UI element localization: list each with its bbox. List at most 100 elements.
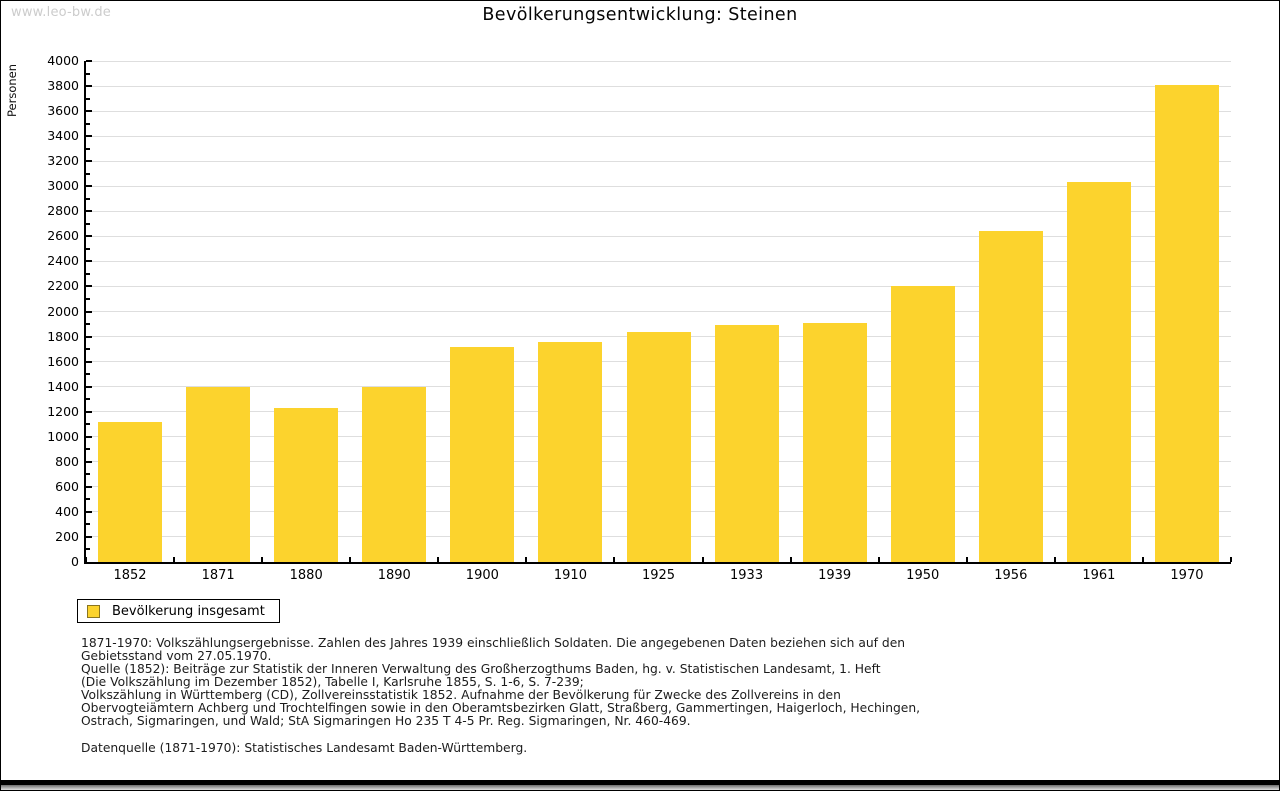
bar-1939: [802, 323, 867, 562]
y-minor-tick: [86, 297, 90, 300]
x-tick-label-1933: 1933: [730, 568, 764, 583]
x-boundary-tick: [85, 557, 87, 562]
footnote-line: Ostrach, Sigmaringen, und Wald; StA Sigm…: [81, 714, 691, 728]
y-tick-label: 1800: [47, 328, 79, 344]
gridline: [86, 260, 1231, 262]
y-minor-tick: [86, 122, 90, 125]
y-minor-tick: [86, 222, 90, 225]
gridline: [86, 160, 1231, 162]
footnote-line: (Die Volkszählung im Dezember 1852), Tab…: [81, 675, 584, 689]
x-tick-label-1910: 1910: [553, 568, 587, 583]
x-tick-label-1925: 1925: [641, 568, 676, 583]
y-major-tick: [86, 235, 92, 238]
x-boundary-tick: [349, 557, 352, 562]
y-tick-label: 400: [55, 503, 79, 519]
gridline: [86, 85, 1231, 87]
gridline: [86, 311, 1231, 312]
y-minor-tick: [86, 197, 90, 200]
y-major-tick: [86, 310, 92, 313]
footnote-line: Gebietsstand vom 27.05.1970.: [81, 649, 272, 663]
bar-1880: [274, 407, 339, 562]
y-major-tick: [86, 185, 92, 188]
y-major-tick: [86, 510, 92, 513]
x-boundary-tick: [1230, 557, 1232, 562]
x-tick-label-1871: 1871: [201, 568, 235, 583]
bar-1970: [1154, 85, 1219, 562]
footnote-line: Quelle (1852): Beiträge zur Statistik de…: [81, 662, 881, 676]
footnote-block: 1871-1970: Volkszählungsergebnisse. Zahl…: [81, 637, 920, 728]
y-tick-label: 200: [55, 528, 79, 544]
gridline: [86, 60, 1231, 62]
y-minor-tick: [86, 373, 90, 376]
x-boundary-tick: [525, 557, 528, 562]
x-tick-label-1890: 1890: [377, 568, 411, 583]
y-tick-label: 2400: [47, 253, 79, 269]
footnote-line: Obervogteiämtern Achberg und Trochtelfin…: [81, 701, 921, 715]
watermark: www.leo-bw.de: [11, 5, 112, 20]
y-minor-tick: [86, 172, 90, 175]
y-tick-label: 1600: [47, 353, 79, 369]
y-major-tick: [86, 460, 92, 463]
gridline: [86, 135, 1231, 137]
bar-1871: [186, 386, 251, 562]
y-major-tick: [86, 435, 92, 438]
gridline: [86, 235, 1231, 237]
y-axis-line: [84, 61, 86, 564]
y-major-tick: [86, 285, 92, 288]
legend-swatch: [87, 604, 100, 618]
x-tick-label-1961: 1961: [1082, 568, 1116, 583]
x-boundary-tick: [437, 557, 440, 562]
y-tick-label: 0: [71, 554, 79, 569]
y-tick-label: 1200: [47, 403, 79, 419]
gridline: [86, 210, 1231, 212]
bar-1900: [450, 347, 515, 562]
y-minor-tick: [86, 523, 90, 526]
bar-1961: [1066, 181, 1131, 562]
bar-1925: [626, 332, 691, 562]
x-tick-label-1950: 1950: [906, 568, 940, 583]
footnote-line: 1871-1970: Volkszählungsergebnisse. Zahl…: [81, 636, 906, 650]
y-tick-label: 2800: [47, 203, 79, 219]
y-major-tick: [86, 360, 92, 363]
y-major-tick: [86, 160, 92, 163]
legend: Bevölkerung insgesamt: [77, 599, 280, 623]
chart-title: Bevölkerungsentwicklung: Steinen: [482, 5, 798, 25]
x-boundary-tick: [261, 557, 264, 562]
y-tick-label: 2200: [47, 278, 79, 294]
y-major-tick: [86, 60, 92, 62]
x-boundary-tick: [1141, 557, 1144, 562]
y-tick-label: 3200: [47, 153, 79, 169]
gridline: [86, 185, 1231, 187]
gridline: [86, 285, 1231, 287]
x-boundary-tick: [789, 557, 792, 562]
y-major-tick: [86, 335, 92, 338]
y-major-tick: [86, 210, 92, 213]
x-boundary-tick: [613, 557, 616, 562]
x-tick-label-1852: 1852: [113, 568, 147, 583]
y-major-tick: [86, 535, 92, 538]
bar-1890: [362, 386, 427, 562]
y-minor-tick: [86, 348, 90, 351]
footnote-line: Volkszählung in Württemberg (CD), Zollve…: [81, 688, 841, 702]
y-minor-tick: [86, 398, 90, 401]
bottom-frame-shadow: [1, 785, 1279, 790]
y-tick-label: 600: [55, 478, 79, 494]
x-boundary-tick: [877, 557, 880, 562]
y-major-tick: [86, 485, 92, 488]
bar-1956: [978, 231, 1043, 562]
y-major-tick: [86, 85, 92, 88]
y-major-tick: [86, 110, 92, 113]
y-tick-label: 1400: [47, 378, 79, 394]
bar-1852: [98, 421, 163, 562]
x-boundary-tick: [965, 557, 968, 562]
x-tick-label-1880: 1880: [289, 568, 323, 583]
y-tick-label: 800: [55, 453, 79, 469]
y-axis-title: Personen: [5, 63, 19, 117]
y-minor-tick: [86, 72, 90, 75]
x-boundary-tick: [1053, 557, 1056, 562]
y-tick-label: 3400: [47, 128, 79, 144]
y-minor-tick: [86, 247, 90, 250]
y-minor-tick: [86, 147, 90, 150]
y-minor-tick: [86, 498, 90, 501]
y-major-tick: [86, 135, 92, 138]
